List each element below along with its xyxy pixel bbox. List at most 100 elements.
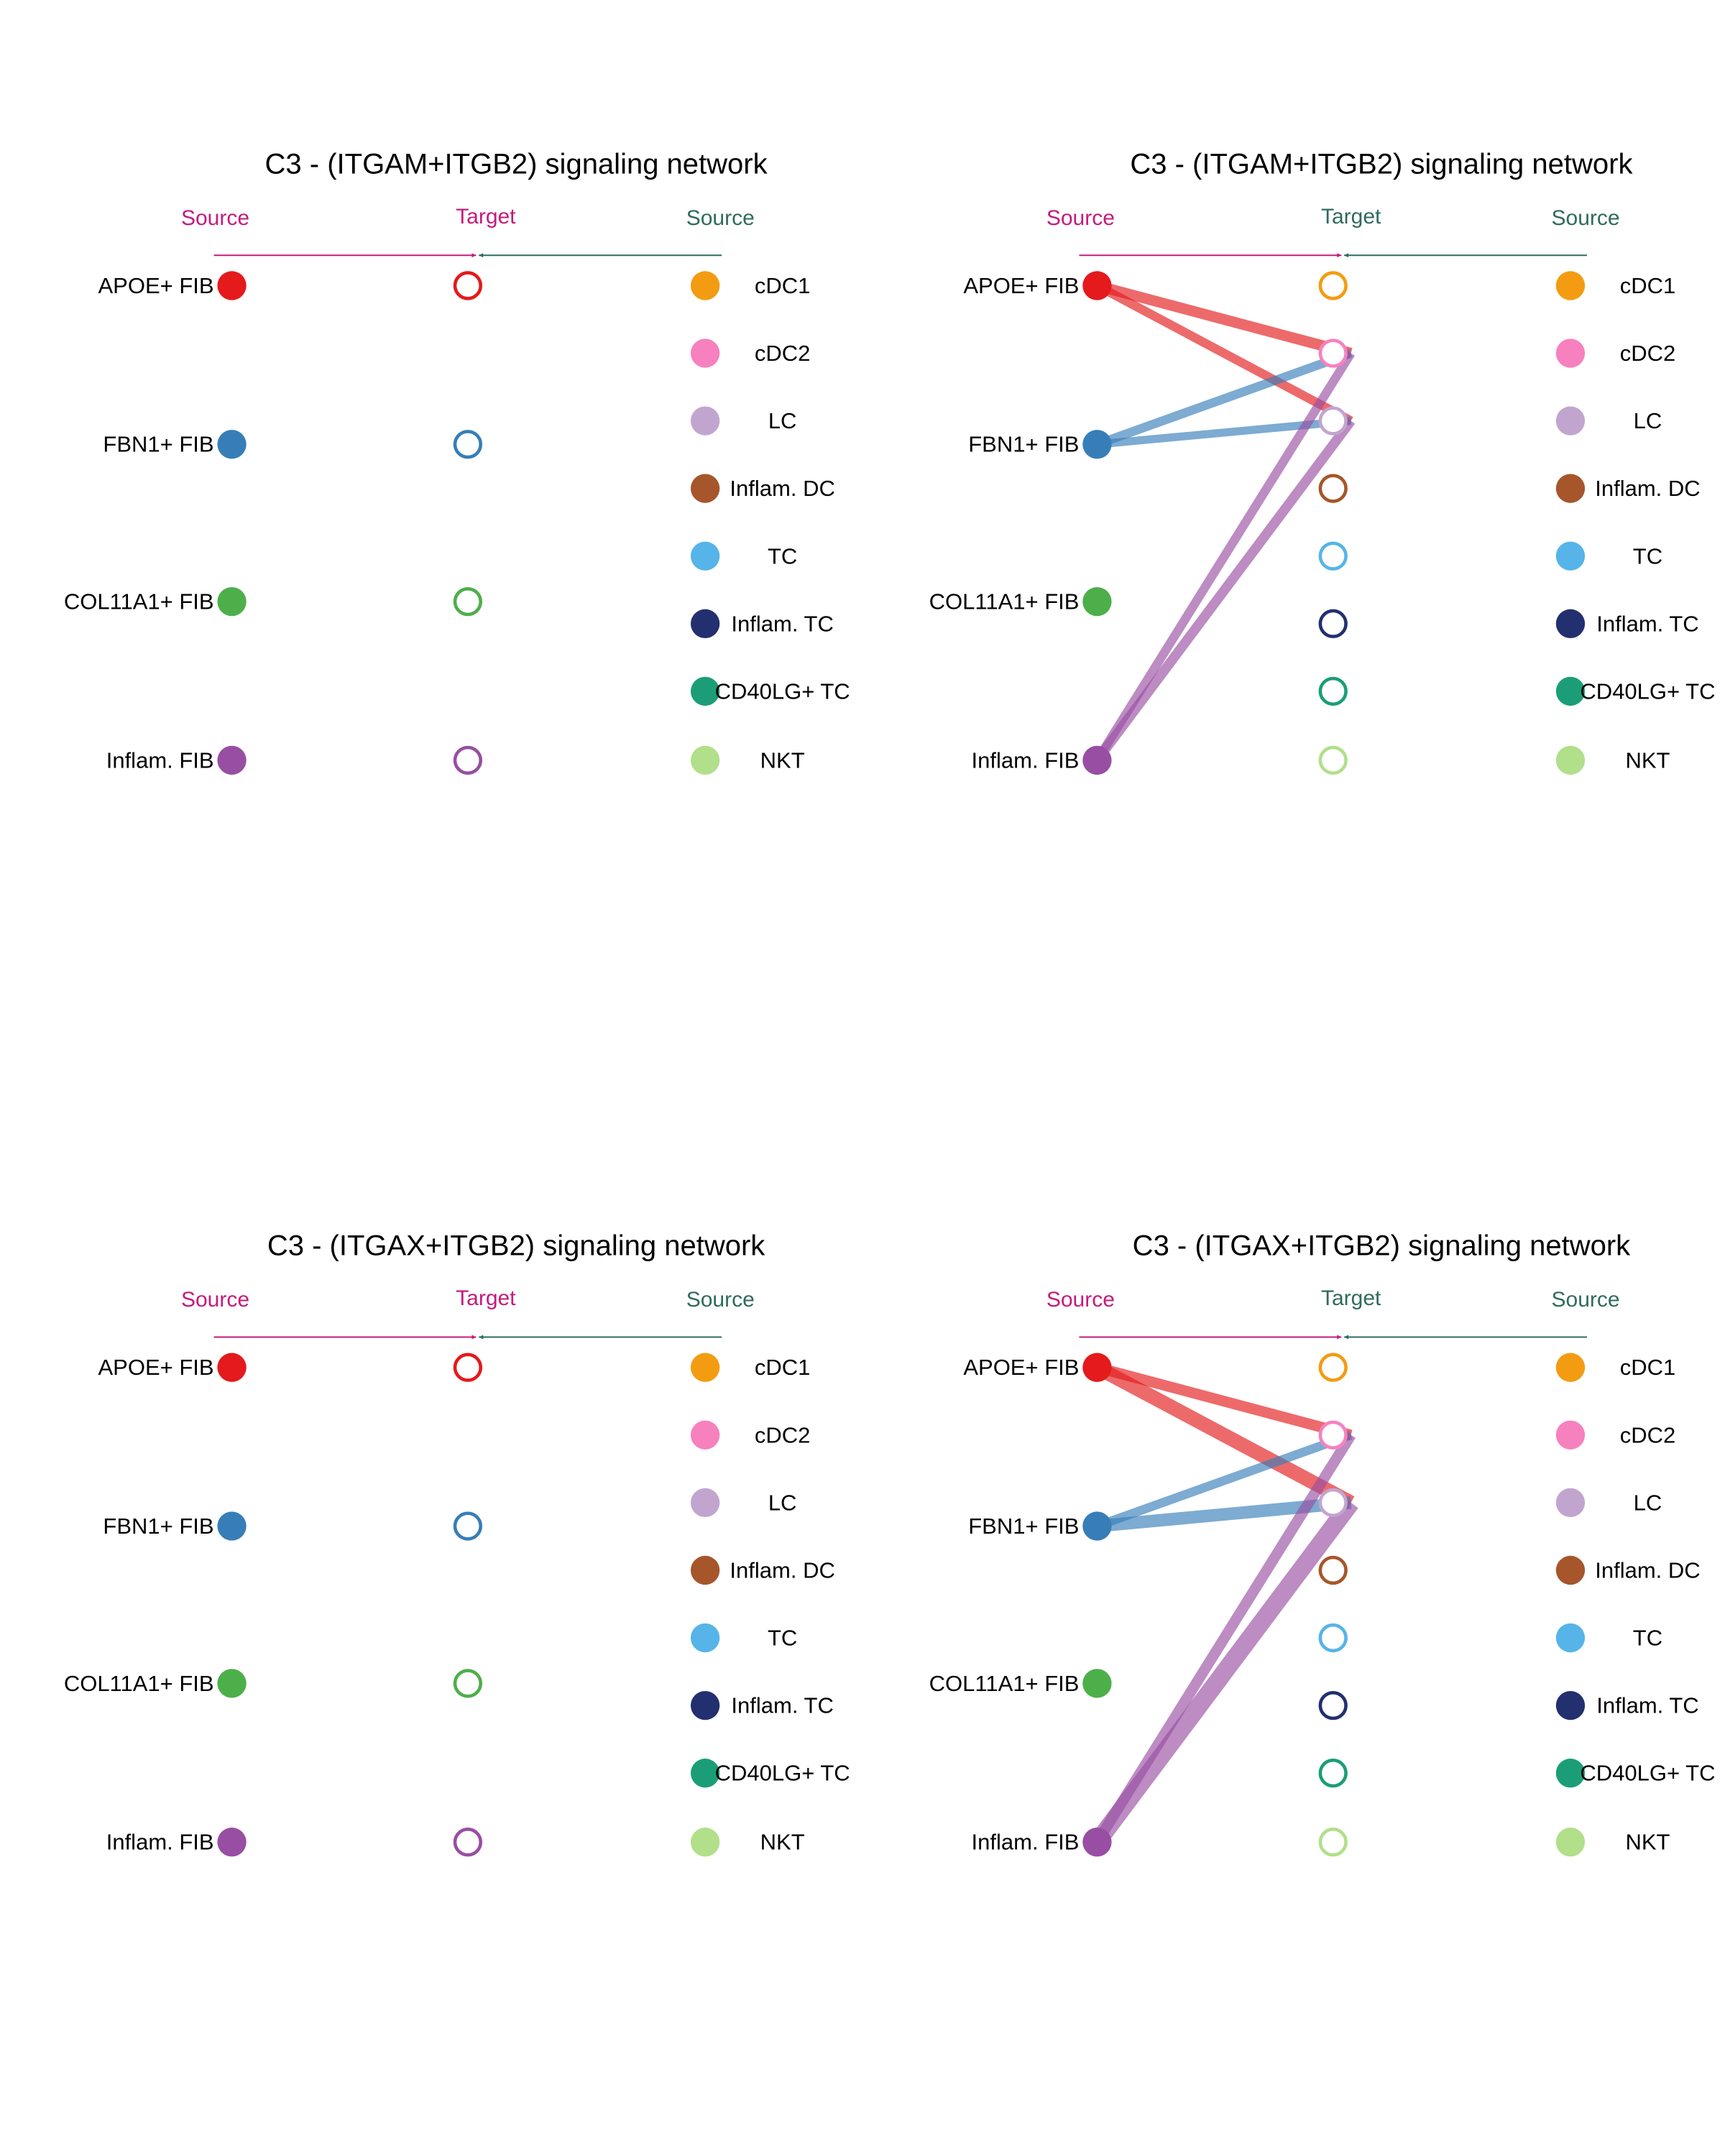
source-node-inflam-tc [1555,609,1586,639]
source-label: LC [1634,1490,1662,1515]
source-label: Inflam. TC [1596,1693,1698,1718]
edge-fbn1-fib-to-cdc2 [1095,349,1353,449]
source-node-cdc2 [1555,1420,1586,1450]
target-node-col11a1-fib [453,1669,483,1698]
source-label: NKT [1625,1830,1670,1855]
source-node-inflam-dc [1555,1555,1586,1585]
source-label: NKT [1625,747,1670,773]
source-node-col11a1-fib [217,1669,247,1698]
source-label: cDC2 [1620,341,1676,366]
source-label: Inflam. TC [1596,611,1698,636]
source-label: CD40LG+ TC [1580,678,1715,704]
source-node-nkt [690,1828,720,1857]
source-node-inflam-fib [217,1828,247,1857]
panel-1: C3 - (ITGAM+ITGB2) signaling network Sour… [64,148,850,775]
source-label: cDC1 [1620,1355,1676,1380]
source-label: CD40LG+ TC [1580,1761,1715,1786]
source-header-right: Source [686,206,755,230]
source-node-nkt [690,745,720,775]
source-label: FBN1+ FIB [968,1514,1079,1539]
source-label: Inflam. DC [1595,1557,1700,1583]
target-node-nkt [1318,745,1348,775]
source-node-tc [1555,541,1586,571]
source-node-cd40lg-tc [1555,676,1586,706]
source-header-left: Source [181,206,249,230]
source-label: COL11A1+ FIB [64,1671,214,1696]
source-label: Inflam. FIB [972,747,1080,773]
source-node-tc [1555,1623,1586,1653]
target-node-col11a1-fib [453,586,483,617]
source-header-left: Source [181,1288,249,1312]
source-label: FBN1+ FIB [103,1514,213,1539]
source-node-inflam-tc [1555,1690,1586,1720]
edge-fbn1-fib-to-cdc2 [1095,1430,1353,1531]
source-header-right: Source [1552,206,1620,230]
source-node-cdc1 [690,1353,720,1382]
target-node-cd40lg-tc [1318,1759,1348,1788]
source-node-apoe-fib [217,271,247,300]
panel-4: C3 - (ITGAX+ITGB2) signaling network Sour… [929,1230,1716,1857]
source-node-cd40lg-tc [1555,1759,1586,1788]
target-node-apoe-fib [453,271,483,300]
source-label: COL11A1+ FIB [64,589,214,614]
source-node-cdc2 [690,338,720,368]
source-node-col11a1-fib [217,586,247,617]
edge-apoe-fib-to-lc [1095,281,1353,425]
source-node-cdc2 [1555,338,1586,368]
source-label: CD40LG+ TC [715,1761,850,1786]
panel-3: C3 - (ITGAX+ITGB2) signaling network Sour… [64,1230,850,1857]
source-label: Inflam. FIB [106,747,214,773]
panel-title: C3 - (ITGAM+ITGB2) signaling network [265,148,768,180]
source-node-inflam-dc [1555,474,1586,503]
source-label: APOE+ FIB [963,273,1079,298]
source-label: APOE+ FIB [98,273,214,298]
source-node-nkt [1555,1828,1586,1857]
source-label: TC [1633,1626,1662,1651]
source-label: Inflam. FIB [972,1830,1080,1855]
source-node-fbn1-fib [1082,430,1112,459]
source-label: Inflam. DC [1595,476,1700,501]
source-label: cDC2 [1620,1422,1676,1447]
source-node-lc [1555,1488,1586,1518]
target-node-lc [1318,406,1348,436]
source-label: Inflam. DC [730,476,834,501]
target-node-cdc1 [1318,271,1348,300]
edge-apoe-fib-to-lc [1093,1360,1355,1509]
source-label: NKT [760,747,805,773]
source-node-inflam-tc [690,609,720,639]
source-label: Inflam. TC [731,611,833,636]
source-label: TC [768,543,797,568]
edge-layer [1090,1360,1358,1848]
target-node-cd40lg-tc [1318,676,1348,706]
source-label: TC [1633,543,1662,568]
source-node-cdc1 [1555,271,1586,300]
source-label: TC [768,1626,797,1651]
source-label: LC [768,408,797,433]
source-node-cdc1 [690,271,720,300]
source-node-inflam-tc [690,1690,720,1720]
target-node-inflam-dc [1318,1555,1348,1585]
source-node-cdc1 [1555,1353,1586,1382]
edge-inflam-fib-to-cdc2 [1093,351,1355,763]
source-label: Inflam. FIB [106,1830,214,1855]
source-label: LC [1634,408,1662,433]
source-header-left: Source [1046,1288,1115,1312]
target-header: Target [1321,205,1381,229]
source-node-cd40lg-tc [690,1759,720,1788]
target-node-inflam-dc [1318,474,1348,503]
target-node-inflam-tc [1318,1690,1348,1720]
source-header-right: Source [686,1288,755,1312]
source-node-apoe-fib [1082,1353,1112,1382]
source-label: LC [768,1490,797,1515]
source-label: CD40LG+ TC [715,678,850,704]
source-node-apoe-fib [217,1353,247,1382]
source-header-left: Source [1046,206,1115,230]
source-label: cDC1 [1620,273,1676,298]
source-label: Inflam. DC [730,1557,834,1583]
edge-apoe-fib-to-cdc2 [1095,1362,1353,1441]
source-label: Inflam. TC [731,1693,833,1718]
source-node-tc [690,541,720,571]
target-node-fbn1-fib [453,430,483,459]
